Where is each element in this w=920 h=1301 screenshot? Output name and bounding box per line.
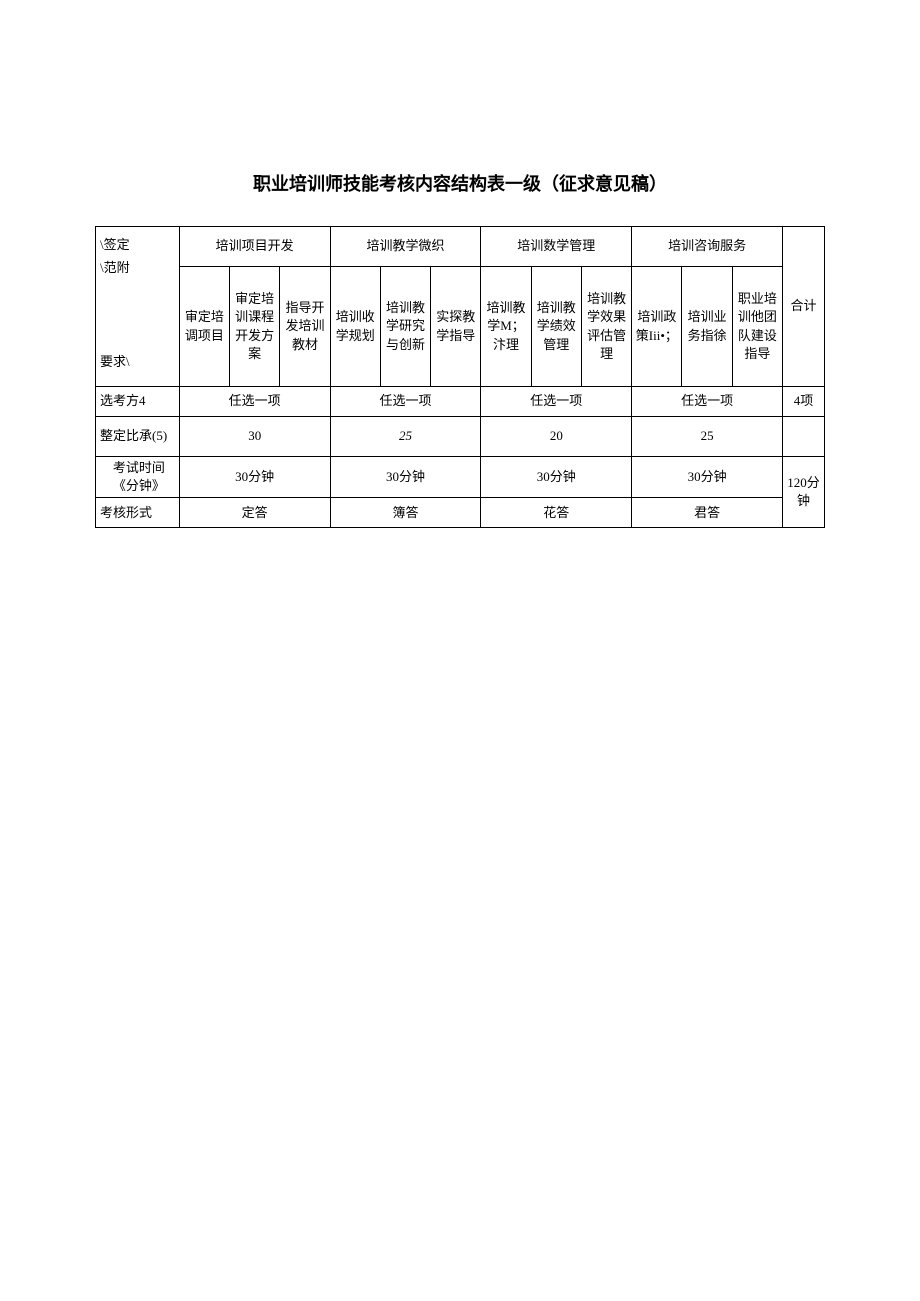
cell: 任选一项 [481,387,632,417]
cell: 25 [632,417,783,457]
sub-header: 审定培调项目 [179,267,229,387]
sub-header: 培训教学绩效管理 [531,267,581,387]
group-header: 培训教学微织 [330,227,481,267]
group-header: 培训项目开发 [179,227,330,267]
structure-table: \签定 \范附 要求\ 培训项目开发 培训教学微织 培训数学管理 培训咨询服务 … [95,226,825,528]
group-header: 培训咨询服务 [632,227,783,267]
sub-header: 审定培训课程开发方案 [230,267,280,387]
row-label: 选考方4 [96,387,180,417]
cell: 30分钟 [330,457,481,498]
cell: 30 [179,417,330,457]
cell: 30分钟 [632,457,783,498]
table-row: 选考方4 任选一项 任选一项 任选一项 任选一项 4项 [96,387,825,417]
sub-header: 培训教学研究与创新 [380,267,430,387]
cell: 30分钟 [481,457,632,498]
cell: 30分钟 [179,457,330,498]
cell: 簿答 [330,498,481,528]
cell: 任选一项 [632,387,783,417]
cell: 花答 [481,498,632,528]
row-label: 考核形式 [96,498,180,528]
sub-header: 实探教学指导 [431,267,481,387]
cell: 定答 [179,498,330,528]
page-title: 职业培训师技能考核内容结构表一级（征求意见稿） [95,170,825,196]
table-row: 考核形式 定答 簿答 花答 君答 [96,498,825,528]
total-cell [783,417,825,457]
sub-header: 培训收学规划 [330,267,380,387]
total-header: 合计 [783,227,825,387]
sub-header: 职业培训他团队建设指导 [732,267,782,387]
row-label: 考试时间《分钟》 [96,457,180,498]
total-cell: 120分钟 [783,457,825,528]
cell: 任选一项 [330,387,481,417]
table-header-row: \签定 \范附 要求\ 培训项目开发 培训教学微织 培训数学管理 培训咨询服务 … [96,227,825,267]
diagonal-header: \签定 \范附 要求\ [96,227,180,387]
table-subheader-row: 审定培调项目 审定培训课程开发方案 指导开发培训教材 培训收学规划 培训教学研究… [96,267,825,387]
sub-header: 培训政策Iii•； [632,267,682,387]
cell: 君答 [632,498,783,528]
sub-header: 培训业务指徐 [682,267,732,387]
table-row: 考试时间《分钟》 30分钟 30分钟 30分钟 30分钟 120分钟 [96,457,825,498]
group-header: 培训数学管理 [481,227,632,267]
cell: 任选一项 [179,387,330,417]
sub-header: 指导开发培训教材 [280,267,330,387]
total-cell: 4项 [783,387,825,417]
cell: 20 [481,417,632,457]
sub-header: 培训教学效果评估管理 [581,267,631,387]
row-label: 整定比承(5) [96,417,180,457]
sub-header: 培训教学M；汴理 [481,267,531,387]
cell: 25 [330,417,481,457]
table-row: 整定比承(5) 30 25 20 25 [96,417,825,457]
